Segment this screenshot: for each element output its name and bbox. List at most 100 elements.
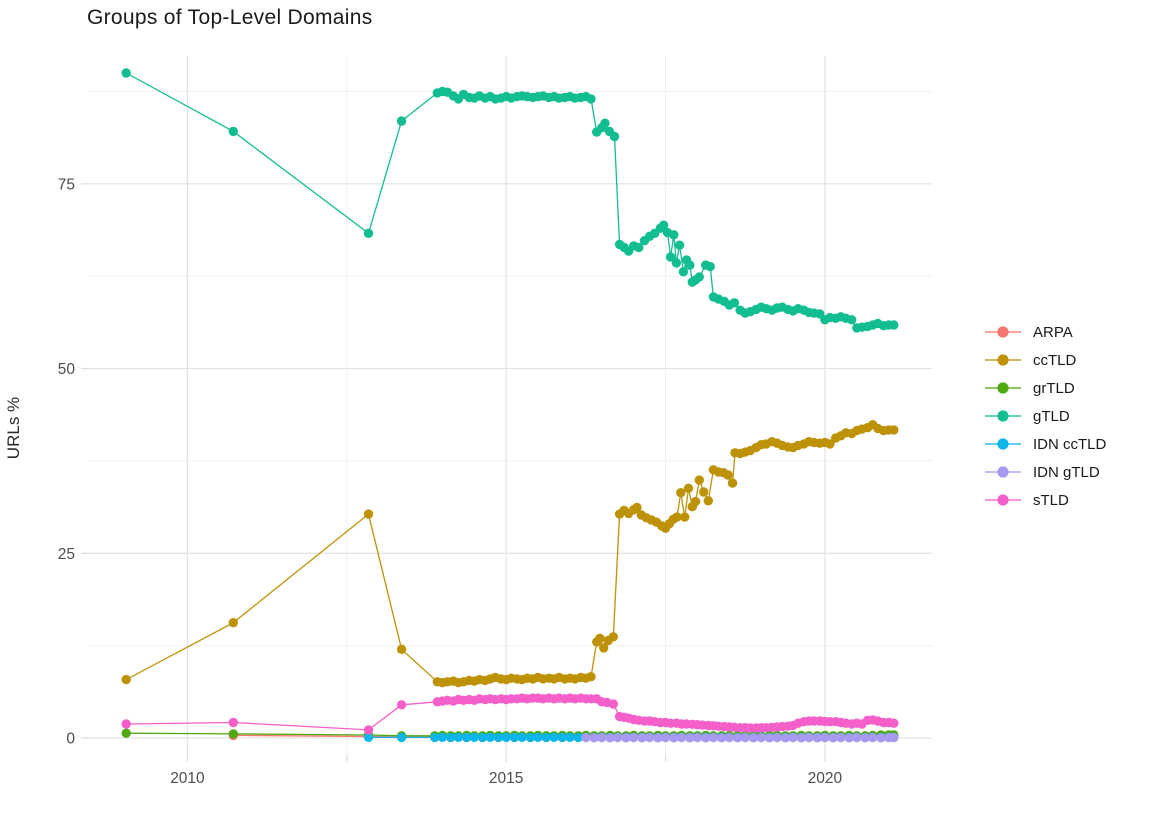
data-point-IDN-gTLD bbox=[796, 733, 806, 743]
series-line-gTLD bbox=[125, 72, 894, 329]
legend-label: grTLD bbox=[1033, 379, 1075, 397]
data-point-gTLD bbox=[674, 240, 685, 250]
data-point-IDN-ccTLD bbox=[517, 732, 527, 742]
data-point-IDN-gTLD bbox=[852, 732, 862, 743]
legend-item: IDN gTLD bbox=[984, 458, 1106, 486]
data-point-IDN-gTLD bbox=[685, 733, 695, 743]
data-point-gTLD bbox=[396, 116, 407, 126]
data-point-gTLD bbox=[847, 315, 857, 325]
data-point-ccTLD bbox=[599, 643, 609, 653]
data-point-ccTLD bbox=[632, 502, 642, 513]
data-point-IDN-gTLD bbox=[732, 733, 743, 743]
data-point-IDN-gTLD bbox=[820, 732, 830, 743]
data-point-IDN-ccTLD bbox=[541, 732, 551, 743]
legend-item: gTLD bbox=[984, 402, 1106, 430]
data-point-ccTLD bbox=[680, 512, 690, 522]
data-point-sTLD bbox=[363, 725, 374, 735]
data-point-ccTLD bbox=[723, 470, 733, 480]
data-point-IDN-gTLD bbox=[669, 733, 679, 743]
x-tick-label: 2015 bbox=[489, 770, 523, 787]
data-point-IDN-gTLD bbox=[621, 733, 631, 743]
data-point-IDN-ccTLD bbox=[557, 732, 567, 743]
data-point-IDN-gTLD bbox=[828, 733, 838, 743]
data-point-ccTLD bbox=[586, 672, 596, 682]
data-point-ccTLD bbox=[690, 496, 701, 507]
data-point-IDN-gTLD bbox=[676, 732, 687, 743]
x-tick-label: 2010 bbox=[170, 770, 205, 787]
data-point-IDN-gTLD bbox=[860, 733, 870, 743]
data-point-IDN-ccTLD bbox=[430, 732, 440, 743]
data-point-IDN-ccTLD bbox=[549, 732, 559, 742]
data-point-IDN-ccTLD bbox=[446, 732, 456, 743]
y-axis-title: URLs % bbox=[4, 396, 23, 460]
data-point-IDN-gTLD bbox=[613, 732, 623, 743]
data-point-gTLD bbox=[228, 126, 238, 137]
data-point-IDN-gTLD bbox=[740, 732, 750, 743]
data-point-IDN-ccTLD bbox=[396, 732, 407, 743]
legend-key-icon bbox=[985, 438, 1021, 450]
legend: ARPA ccTLD grTLD gTLD IDN ccTLD IDN gTLD sTLD bbox=[984, 318, 1106, 514]
data-point-IDN-ccTLD bbox=[485, 732, 495, 742]
legend-label: gTLD bbox=[1033, 407, 1070, 425]
legend-key-icon bbox=[985, 326, 1021, 338]
data-point-IDN-ccTLD bbox=[477, 732, 488, 743]
data-point-gTLD bbox=[600, 118, 610, 128]
data-point-IDN-gTLD bbox=[812, 733, 822, 743]
data-point-gTLD bbox=[685, 260, 695, 270]
data-point-IDN-gTLD bbox=[780, 733, 791, 743]
data-point-ccTLD bbox=[121, 674, 131, 685]
data-point-gTLD bbox=[363, 228, 374, 238]
legend-key-icon bbox=[985, 494, 1021, 506]
legend-key-icon bbox=[985, 466, 1021, 478]
data-point-IDN-gTLD bbox=[844, 733, 854, 743]
data-point-IDN-ccTLD bbox=[462, 732, 472, 743]
data-point-gTLD bbox=[669, 230, 679, 240]
legend-item: ccTLD bbox=[984, 346, 1106, 374]
data-point-IDN-gTLD bbox=[876, 733, 886, 743]
data-point-IDN-gTLD bbox=[868, 732, 878, 743]
data-point-gTLD bbox=[609, 131, 620, 142]
data-point-IDN-ccTLD bbox=[573, 732, 583, 743]
data-point-sTLD bbox=[889, 718, 899, 728]
data-point-sTLD bbox=[121, 719, 131, 729]
data-point-gTLD bbox=[665, 252, 676, 262]
data-point-gTLD bbox=[889, 320, 899, 330]
legend-item: ARPA bbox=[984, 318, 1106, 346]
data-point-ccTLD bbox=[228, 618, 238, 628]
data-point-IDN-ccTLD bbox=[509, 732, 520, 743]
data-point-gTLD bbox=[694, 272, 704, 282]
data-point-ccTLD bbox=[703, 496, 713, 506]
data-point-IDN-ccTLD bbox=[437, 732, 448, 742]
data-point-grTLD bbox=[228, 729, 238, 739]
data-point-IDN-ccTLD bbox=[565, 732, 575, 742]
y-tick-label: 75 bbox=[58, 176, 75, 193]
data-point-ccTLD bbox=[727, 478, 738, 488]
y-tick-label: 25 bbox=[58, 546, 75, 563]
legend-item: IDN ccTLD bbox=[984, 430, 1106, 458]
data-point-IDN-gTLD bbox=[701, 733, 711, 743]
data-point-IDN-gTLD bbox=[804, 732, 814, 743]
data-point-ccTLD bbox=[676, 488, 686, 498]
legend-label: ccTLD bbox=[1033, 351, 1077, 369]
data-point-gTLD bbox=[678, 267, 689, 277]
data-point-IDN-gTLD bbox=[581, 732, 591, 743]
data-point-IDN-gTLD bbox=[653, 733, 663, 743]
data-point-IDN-ccTLD bbox=[525, 732, 536, 743]
legend-key-icon bbox=[985, 354, 1021, 366]
data-point-gTLD bbox=[634, 242, 644, 253]
legend-item: sTLD bbox=[984, 486, 1106, 514]
data-point-sTLD bbox=[228, 717, 238, 728]
data-point-ccTLD bbox=[595, 633, 605, 643]
legend-key-icon bbox=[985, 410, 1021, 422]
data-point-gTLD bbox=[705, 261, 715, 272]
data-point-IDN-gTLD bbox=[597, 732, 607, 743]
data-point-IDN-ccTLD bbox=[469, 732, 479, 742]
data-point-IDN-gTLD bbox=[772, 732, 782, 743]
legend-label: IDN gTLD bbox=[1033, 463, 1100, 481]
data-point-IDN-gTLD bbox=[589, 733, 599, 743]
data-point-ccTLD bbox=[608, 632, 618, 642]
data-point-grTLD bbox=[121, 728, 131, 738]
data-point-ccTLD bbox=[825, 439, 835, 449]
data-point-IDN-gTLD bbox=[605, 733, 615, 743]
